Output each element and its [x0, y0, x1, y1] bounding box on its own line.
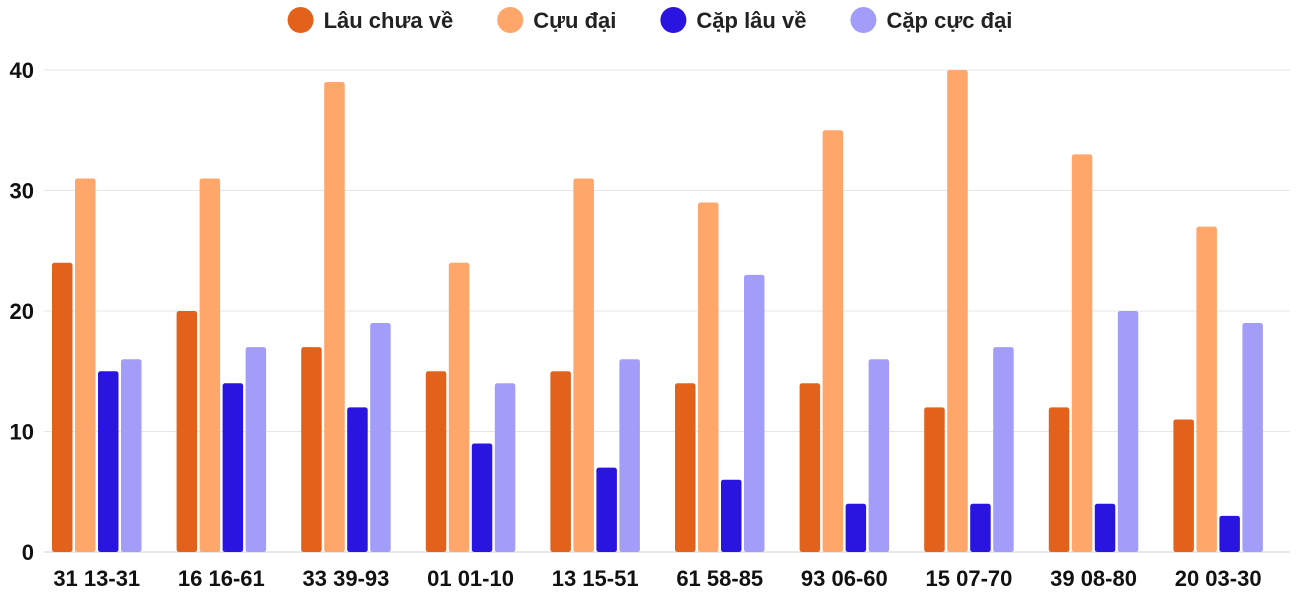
- legend-label: Cựu đại: [533, 8, 616, 33]
- bar: [698, 202, 719, 553]
- x-tick-label: 16 16-61: [178, 566, 265, 591]
- legend-item: Lâu chưa về: [287, 7, 454, 33]
- y-tick-label: 40: [10, 58, 34, 83]
- bars: [52, 70, 1263, 553]
- y-tick-label: 10: [10, 420, 34, 445]
- x-tick-label: 33 39-93: [303, 566, 390, 591]
- legend-swatch: [287, 7, 314, 33]
- legend-label: Cặp cực đại: [886, 8, 1012, 33]
- bar: [98, 371, 119, 552]
- bar: [970, 503, 991, 552]
- bar: [744, 274, 765, 552]
- bar: [1219, 515, 1240, 552]
- x-tick-label: 93 06-60: [801, 566, 888, 591]
- y-tick-label: 30: [10, 179, 34, 204]
- bar: [222, 383, 244, 552]
- bar: [425, 371, 447, 552]
- x-tick-label: 61 58-85: [676, 566, 763, 591]
- legend-label: Cặp lâu về: [696, 8, 806, 33]
- bar: [721, 479, 742, 552]
- x-tick-label: 20 03-30: [1175, 566, 1262, 591]
- bar: [947, 70, 968, 552]
- bar: [75, 178, 96, 552]
- bar: [1242, 323, 1263, 552]
- bar: [1071, 154, 1093, 552]
- bar: [1196, 226, 1217, 552]
- bar: [324, 82, 345, 553]
- bar: [596, 467, 617, 552]
- legend-swatch: [660, 7, 687, 33]
- bar: [301, 347, 322, 552]
- bar: [370, 323, 391, 552]
- bar: [550, 371, 571, 552]
- bar: [573, 178, 594, 552]
- x-axis: 31 13-31 16 16-61 33 39-93 01 01-10 13 15-51…: [53, 566, 1261, 591]
- x-tick-label: 13 15-51: [552, 566, 639, 591]
- bar: [1094, 503, 1116, 552]
- bar: [52, 262, 73, 552]
- legend-label: Lâu chưa về: [324, 8, 454, 33]
- y-tick-label: 0: [22, 540, 34, 565]
- bar: [448, 262, 470, 552]
- legend: Lâu chưa về Cựu đại Cặp lâu về Cặp cực đại: [287, 7, 1012, 33]
- bar: [845, 503, 867, 552]
- bar: [619, 359, 640, 552]
- x-tick-label: 31 13-31: [53, 566, 140, 591]
- bar: [121, 359, 142, 552]
- bar: [799, 383, 821, 552]
- bar: [868, 359, 890, 552]
- x-tick-label: 01 01-10: [427, 566, 514, 591]
- bar: [245, 347, 267, 552]
- bar: [1048, 407, 1070, 552]
- bar: [924, 407, 945, 552]
- bar: [199, 178, 221, 552]
- bar: [822, 130, 844, 552]
- x-tick-label: 39 08-80: [1050, 566, 1137, 591]
- bar: [176, 311, 198, 552]
- bar: [1173, 419, 1194, 552]
- x-tick-label: 15 07-70: [926, 566, 1013, 591]
- legend-item: Cặp lâu về: [660, 7, 806, 33]
- bar: [494, 383, 516, 552]
- legend-item: Cặp cực đại: [850, 7, 1012, 33]
- legend-swatch: [497, 7, 524, 33]
- legend-swatch: [850, 7, 877, 33]
- y-axis: 0 10 20 30 40: [10, 58, 34, 565]
- bar: [471, 443, 493, 552]
- bar: [993, 347, 1014, 552]
- bar: [675, 383, 696, 552]
- bar: [1117, 311, 1139, 552]
- y-tick-label: 20: [10, 299, 34, 324]
- legend-item: Cựu đại: [497, 7, 616, 33]
- bar: [347, 407, 368, 552]
